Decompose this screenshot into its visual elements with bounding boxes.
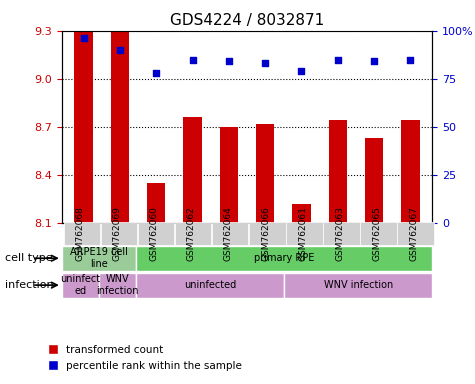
Text: cell type: cell type bbox=[5, 253, 52, 263]
Text: GSM762064: GSM762064 bbox=[224, 206, 233, 261]
Point bbox=[407, 56, 414, 63]
Point bbox=[370, 58, 378, 65]
FancyBboxPatch shape bbox=[360, 222, 397, 245]
FancyBboxPatch shape bbox=[284, 273, 432, 298]
Bar bbox=[111, 7, 129, 223]
Bar bbox=[75, 32, 93, 223]
FancyBboxPatch shape bbox=[323, 222, 360, 245]
Bar bbox=[401, 120, 419, 223]
FancyBboxPatch shape bbox=[99, 273, 136, 298]
FancyBboxPatch shape bbox=[62, 273, 99, 298]
Point bbox=[80, 35, 87, 41]
Bar bbox=[220, 127, 238, 223]
FancyBboxPatch shape bbox=[64, 222, 100, 245]
Text: GSM762065: GSM762065 bbox=[372, 206, 381, 261]
Point bbox=[261, 60, 269, 66]
Text: GSM762063: GSM762063 bbox=[335, 206, 344, 261]
FancyBboxPatch shape bbox=[136, 246, 432, 271]
Bar bbox=[365, 138, 383, 223]
Bar bbox=[183, 117, 201, 223]
FancyBboxPatch shape bbox=[101, 222, 137, 245]
Text: GSM762068: GSM762068 bbox=[76, 206, 85, 261]
Text: primary RPE: primary RPE bbox=[254, 253, 314, 263]
FancyBboxPatch shape bbox=[212, 222, 248, 245]
FancyBboxPatch shape bbox=[136, 273, 284, 298]
FancyBboxPatch shape bbox=[62, 246, 136, 271]
Bar bbox=[329, 120, 347, 223]
Point bbox=[225, 58, 233, 65]
Legend: transformed count, percentile rank within the sample: transformed count, percentile rank withi… bbox=[43, 341, 246, 375]
Text: WNV infection: WNV infection bbox=[323, 280, 393, 290]
Bar bbox=[293, 204, 311, 223]
Point bbox=[334, 56, 342, 63]
Text: infection: infection bbox=[5, 280, 53, 290]
Text: GSM762060: GSM762060 bbox=[150, 206, 159, 261]
Text: GSM762067: GSM762067 bbox=[409, 206, 418, 261]
FancyBboxPatch shape bbox=[175, 222, 211, 245]
Text: ARPE19 cell
line: ARPE19 cell line bbox=[70, 247, 128, 269]
FancyBboxPatch shape bbox=[286, 222, 323, 245]
Point bbox=[116, 47, 124, 53]
Text: WNV
infection: WNV infection bbox=[96, 274, 139, 296]
Bar bbox=[256, 124, 274, 223]
Title: GDS4224 / 8032871: GDS4224 / 8032871 bbox=[170, 13, 324, 28]
Point bbox=[298, 68, 305, 74]
Text: GSM762069: GSM762069 bbox=[113, 206, 122, 261]
FancyBboxPatch shape bbox=[138, 222, 174, 245]
FancyBboxPatch shape bbox=[397, 222, 434, 245]
Text: GSM762062: GSM762062 bbox=[187, 206, 196, 261]
Point bbox=[189, 56, 196, 63]
Text: uninfected: uninfected bbox=[184, 280, 236, 290]
Point bbox=[152, 70, 160, 76]
Text: uninfect
ed: uninfect ed bbox=[60, 274, 100, 296]
Bar bbox=[147, 183, 165, 223]
Text: GSM762066: GSM762066 bbox=[261, 206, 270, 261]
FancyBboxPatch shape bbox=[249, 222, 285, 245]
Text: GSM762061: GSM762061 bbox=[298, 206, 307, 261]
